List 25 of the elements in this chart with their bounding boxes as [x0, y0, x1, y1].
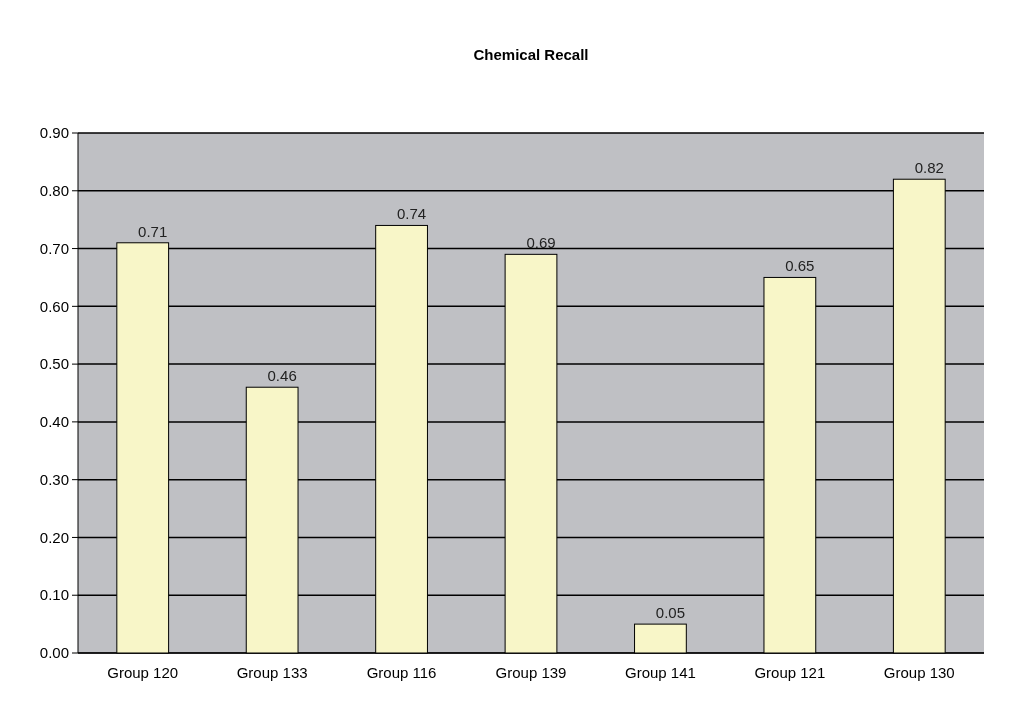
- data-label: 0.69: [526, 234, 556, 252]
- y-tick-label: 0.90: [39, 124, 69, 142]
- y-tick-label: 0.70: [39, 239, 69, 257]
- y-tick-label: 0.60: [39, 297, 69, 315]
- y-tick-label: 0.80: [39, 182, 69, 200]
- y-tick-label: 0.00: [39, 644, 69, 662]
- x-tick-label: Group 121: [754, 664, 826, 681]
- data-label: 0.05: [655, 604, 686, 622]
- data-label: 0.82: [914, 159, 944, 177]
- chart-title: Chemical Recall: [473, 46, 589, 63]
- x-tick-label: Group 116: [366, 664, 437, 681]
- x-tick-label: Group 130: [883, 664, 955, 681]
- y-tick-label: 0.50: [39, 355, 69, 373]
- y-tick-label: 0.20: [39, 528, 69, 546]
- data-label: 0.71: [138, 222, 168, 240]
- x-tick-label: Group 120: [107, 664, 179, 681]
- x-tick-label: Group 139: [495, 664, 567, 681]
- data-label: 0.74: [396, 205, 427, 223]
- y-tick-label: 0.30: [39, 470, 69, 488]
- y-tick-label: 0.10: [39, 586, 69, 604]
- data-label: 0.46: [267, 367, 297, 385]
- x-tick-label: Group 141: [624, 664, 696, 681]
- x-tick-label: Group 133: [236, 664, 308, 681]
- data-label: 0.65: [785, 257, 815, 275]
- y-tick-label: 0.40: [39, 413, 69, 431]
